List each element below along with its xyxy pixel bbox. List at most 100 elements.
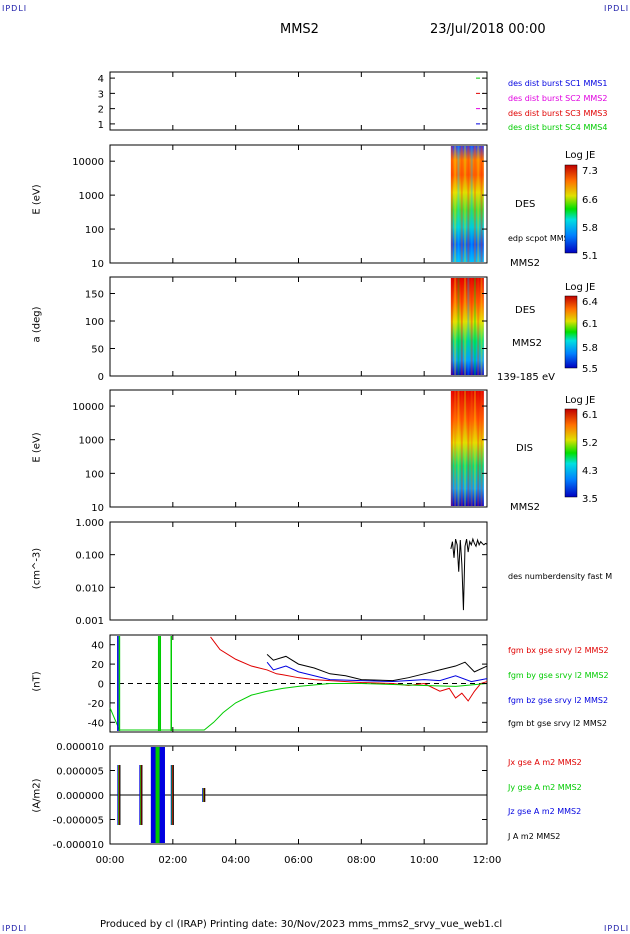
spectrogram-stripe xyxy=(450,146,453,262)
spectrogram-stripe xyxy=(480,146,483,262)
ytick-label: 0.000010 xyxy=(56,742,104,753)
ytick-label: -20 xyxy=(88,699,104,710)
ytick-label: 4 xyxy=(98,74,104,85)
spectrogram-stripe xyxy=(480,278,483,375)
spectrogram-stripe xyxy=(480,391,483,506)
spectrogram-stripe xyxy=(454,146,457,262)
cb1-title: Log JE xyxy=(565,150,596,161)
spectrogram-stripe xyxy=(457,146,460,262)
colorbar-2 xyxy=(564,295,578,369)
spectrogram-stripe xyxy=(473,391,476,506)
ytick-label: 0.001 xyxy=(75,616,104,627)
xtick-label: 02:00 xyxy=(158,855,187,866)
legend-mms4: des dist burst SC4 MMS4 xyxy=(508,123,608,132)
spectrogram-stripe xyxy=(467,278,470,375)
xtick-label: 00:00 xyxy=(96,855,125,866)
spectrogram-stripe xyxy=(464,146,467,262)
density-line xyxy=(450,537,488,611)
cb3-tick-4: 3.5 xyxy=(582,494,598,505)
ytick-label: 1000 xyxy=(79,436,104,447)
j-legend: J A m2 MMS2 xyxy=(508,832,561,841)
bfield-line-2 xyxy=(109,683,488,731)
current-burst-green xyxy=(155,747,160,843)
panel3-side-des: DES xyxy=(515,305,536,316)
ytick-label: 0 xyxy=(98,372,104,383)
cb2-title: Log JE xyxy=(565,282,596,293)
ytick-label: 0.000000 xyxy=(56,791,104,802)
ytick-label: 40 xyxy=(91,641,104,652)
ytick-label: 50 xyxy=(91,345,104,356)
cb1-tick-4: 5.1 xyxy=(582,251,598,262)
panel-frame-1 xyxy=(109,71,488,131)
xtick-label: 06:00 xyxy=(284,855,313,866)
spectrogram-stripe xyxy=(467,391,470,506)
ytick-label: 100 xyxy=(85,317,104,328)
jz-legend: Jz gse A m2 MMS2 xyxy=(508,807,582,816)
ytick-label: 10 xyxy=(91,259,104,270)
ytick-label: -0.000005 xyxy=(53,816,104,827)
legend-mms3: des dist burst SC3 MMS3 xyxy=(508,109,608,118)
cb3-tick-3: 4.3 xyxy=(582,466,598,477)
cb1-tick-3: 5.8 xyxy=(582,223,598,234)
spectrogram-stripe xyxy=(450,278,453,375)
spectrogram-stripe xyxy=(464,278,467,375)
bt-legend: fgm bt gse srvy l2 MMS2 xyxy=(508,719,607,728)
xtick-label: 12:00 xyxy=(473,855,502,866)
ytick-label: 1 xyxy=(98,120,104,131)
spectrogram-stripe xyxy=(477,146,480,262)
jx-legend: Jx gse A m2 MMS2 xyxy=(508,758,582,767)
spectrogram-block xyxy=(450,146,484,262)
ytick-label: -40 xyxy=(88,718,104,729)
spectrogram-stripe xyxy=(460,278,463,375)
ytick-label: 10 xyxy=(91,503,104,514)
xtick-label: 04:00 xyxy=(221,855,250,866)
ytick-label: 2 xyxy=(98,105,104,116)
corner-mark-top-right: IPDLI xyxy=(604,4,630,13)
spectrogram-stripe xyxy=(470,146,473,262)
legend-mms2: des dist burst SC2 MMS2 xyxy=(508,94,608,103)
cb3-tick-1: 6.1 xyxy=(582,410,598,421)
spectrogram-stripe xyxy=(457,278,460,375)
corner-mark-bottom-right: IPDLI xyxy=(604,924,630,933)
corner-mark-top-left: IPDLI xyxy=(2,4,28,13)
density-legend: des numberdensity fast M xyxy=(508,572,613,581)
spectrogram-stripe xyxy=(460,391,463,506)
spacecraft-title: MMS2 xyxy=(280,22,319,37)
panel2-side-scpot: edp scpot MMS2 xyxy=(508,234,574,243)
bfield-line-1 xyxy=(210,636,488,702)
ytick-label: 0.010 xyxy=(75,583,104,594)
colorbar-3 xyxy=(564,408,578,498)
ytick-label: 100 xyxy=(85,469,104,480)
cb2-tick-4: 5.5 xyxy=(582,364,598,375)
legend-mms1: des dist burst SC1 MMS1 xyxy=(508,79,608,88)
bfield-line-4 xyxy=(266,654,488,682)
panel4-side-mms2: MMS2 xyxy=(510,502,540,513)
xtick-label: 08:00 xyxy=(347,855,376,866)
cb2-tick-3: 5.8 xyxy=(582,343,598,354)
panel-frame-2 xyxy=(109,144,488,264)
colorbar-1 xyxy=(564,164,578,254)
spectrogram-block xyxy=(450,278,484,375)
by-legend: fgm by gse srvy l2 MMS2 xyxy=(508,671,609,680)
cb1-tick-2: 6.6 xyxy=(582,195,598,206)
ytick-label: 1.000 xyxy=(75,518,104,529)
footer-text: Produced by cl (IRAP) Printing date: 30/… xyxy=(100,919,503,930)
date-title: 23/Jul/2018 00:00 xyxy=(430,22,546,37)
panel2-side-des: DES xyxy=(515,199,536,210)
spectrogram-stripe xyxy=(470,391,473,506)
bfield-line-3 xyxy=(266,661,488,683)
spectrogram-stripe xyxy=(477,391,480,506)
cb1-tick-1: 7.3 xyxy=(582,166,598,177)
panel3-side-energy: 139-185 eV xyxy=(497,372,555,383)
spectrogram-stripe xyxy=(464,391,467,506)
spectrogram-stripe xyxy=(467,146,470,262)
spectrogram-stripe xyxy=(457,391,460,506)
spectrogram-stripe xyxy=(460,146,463,262)
bx-legend: fgm bx gse srvy l2 MMS2 xyxy=(508,646,609,655)
ytick-label: 3 xyxy=(98,89,104,100)
spectrogram-stripe xyxy=(454,278,457,375)
spectrogram-stripe xyxy=(450,391,453,506)
ytick-label: 1000 xyxy=(79,191,104,202)
spectrogram-stripe xyxy=(470,278,473,375)
